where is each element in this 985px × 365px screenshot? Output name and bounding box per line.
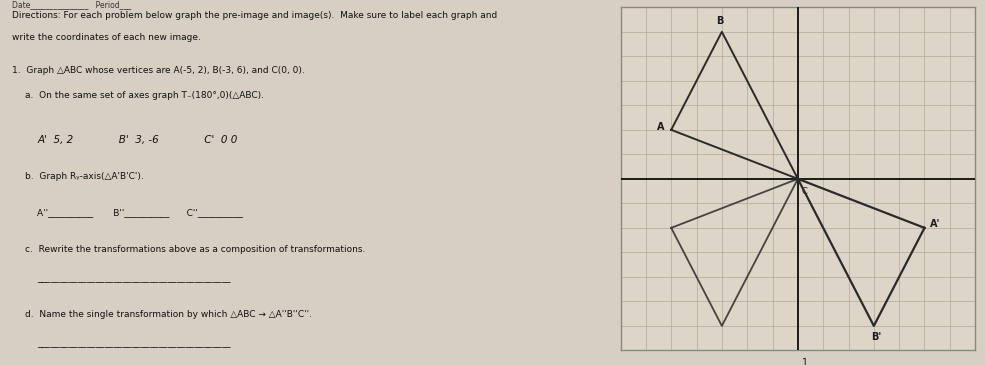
Text: ___________________________________________: ________________________________________… — [37, 274, 230, 283]
Text: 1: 1 — [803, 358, 809, 365]
Text: Date_______________   Period___: Date_______________ Period___ — [13, 0, 132, 9]
Text: 1.  Graph △ABC whose vertices are A(-5, 2), B(-3, 6), and C(0, 0).: 1. Graph △ABC whose vertices are A(-5, 2… — [13, 66, 305, 75]
Text: B': B' — [872, 332, 882, 342]
Text: Directions: For each problem below graph the pre-image and image(s).  Make sure : Directions: For each problem below graph… — [13, 11, 497, 20]
Text: write the coordinates of each new image.: write the coordinates of each new image. — [13, 33, 201, 42]
Text: Y: Y — [801, 0, 808, 1]
Text: c.  Rewrite the transformations above as a composition of transformations.: c. Rewrite the transformations above as … — [25, 245, 365, 254]
Text: A: A — [657, 122, 665, 132]
Text: b.  Graph Rᵧ-axis(△A'B'C').: b. Graph Rᵧ-axis(△A'B'C'). — [25, 172, 144, 181]
Text: a.  On the same set of axes graph T₋(180°,0)(△ABC).: a. On the same set of axes graph T₋(180°… — [25, 91, 264, 100]
Text: C: C — [802, 188, 808, 196]
Text: A': A' — [930, 219, 940, 229]
Text: B: B — [716, 16, 723, 26]
Text: A'  5, 2              B'  3, -6              C'  0 0: A' 5, 2 B' 3, -6 C' 0 0 — [37, 135, 237, 145]
Text: d.  Name the single transformation by which △ABC → △A''B''C''.: d. Name the single transformation by whi… — [25, 310, 312, 319]
Text: A''__________       B''__________      C''__________: A''__________ B''__________ C''_________… — [37, 208, 243, 217]
Text: ___________________________________________: ________________________________________… — [37, 339, 230, 349]
